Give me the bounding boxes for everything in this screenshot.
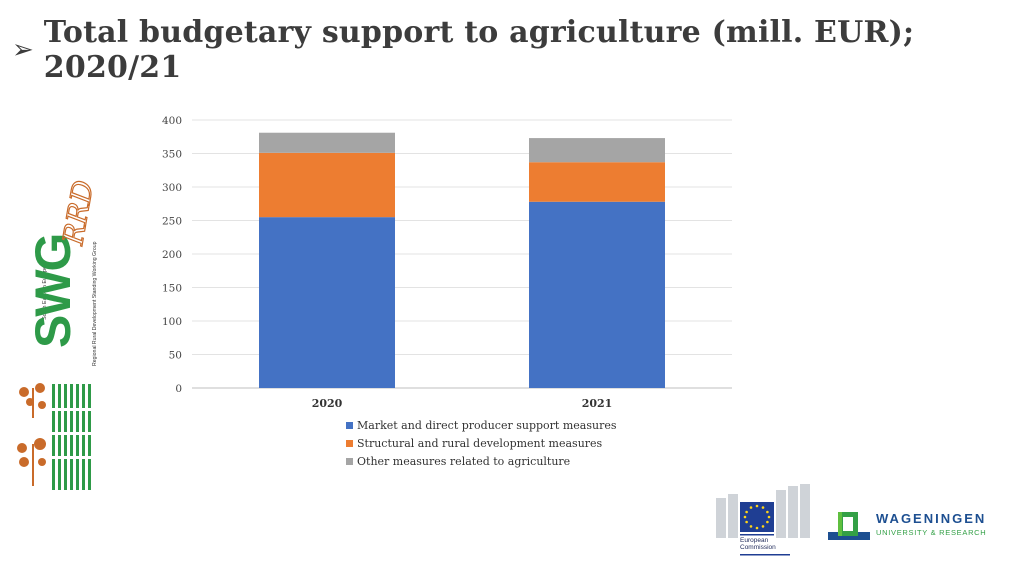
y-tick-label: 250	[162, 216, 182, 228]
chart-legend: Market and direct producer support measu…	[346, 416, 616, 470]
wageningen-wordmark: WAGENINGEN UNIVERSITY & RESEARCH	[876, 511, 986, 537]
wur-name: WAGENINGEN	[876, 511, 987, 526]
x-tick-label: 2020	[312, 397, 343, 410]
bar-segment-2020-2	[259, 152, 395, 218]
legend-item: Other measures related to agriculture	[346, 452, 616, 470]
legend-item: Market and direct producer support measu…	[346, 416, 616, 434]
ec-caption: European Commission	[740, 537, 800, 551]
legend-label: Other measures related to agriculture	[357, 454, 571, 468]
wur-sub: UNIVERSITY & RESEARCH	[876, 528, 987, 537]
swg-main-text: SWG	[25, 235, 81, 348]
legend-label: Structural and rural development measure…	[357, 436, 603, 450]
european-commission-logo	[716, 484, 810, 556]
y-tick-label: 200	[162, 249, 182, 261]
slide-title: ➢ Total budgetary support to agriculture…	[12, 15, 1024, 85]
y-tick-label: 350	[162, 149, 182, 161]
swg-rrd-logo: South Eastern Europe SWG RRD Regional Ru…	[17, 177, 101, 490]
legend-swatch	[346, 421, 353, 429]
swg-region-text: South Eastern Europe	[42, 266, 48, 320]
y-tick-label: 0	[175, 383, 182, 395]
bar-segment-2021-3	[529, 138, 665, 163]
page-title: Total budgetary support to agriculture (…	[43, 15, 915, 85]
bar-segment-2020-1	[259, 217, 395, 388]
bar-segment-2021-1	[529, 201, 665, 388]
legend-item: Structural and rural development measure…	[346, 434, 616, 452]
legend-swatch	[346, 439, 353, 447]
ec-caption-line2: Commission	[740, 544, 776, 552]
y-tick-label: 400	[162, 115, 182, 127]
y-tick-label: 50	[169, 350, 182, 362]
y-tick-label: 300	[162, 182, 182, 194]
swg-group-text: Regional Rural Development Standing Work…	[92, 241, 98, 366]
wageningen-logo-icon	[828, 512, 870, 540]
x-tick-label: 2021	[582, 397, 613, 410]
ec-caption-line1: European	[740, 537, 769, 544]
bar-segment-2020-3	[259, 132, 395, 153]
swg-rrd-text: RRD	[56, 178, 100, 248]
legend-swatch	[346, 457, 353, 465]
arrow-bullet-icon: ➢	[12, 35, 34, 65]
bar-segment-2021-2	[529, 162, 665, 202]
y-tick-label: 150	[162, 283, 182, 295]
y-tick-label: 100	[162, 316, 182, 328]
legend-label: Market and direct producer support measu…	[357, 418, 617, 432]
